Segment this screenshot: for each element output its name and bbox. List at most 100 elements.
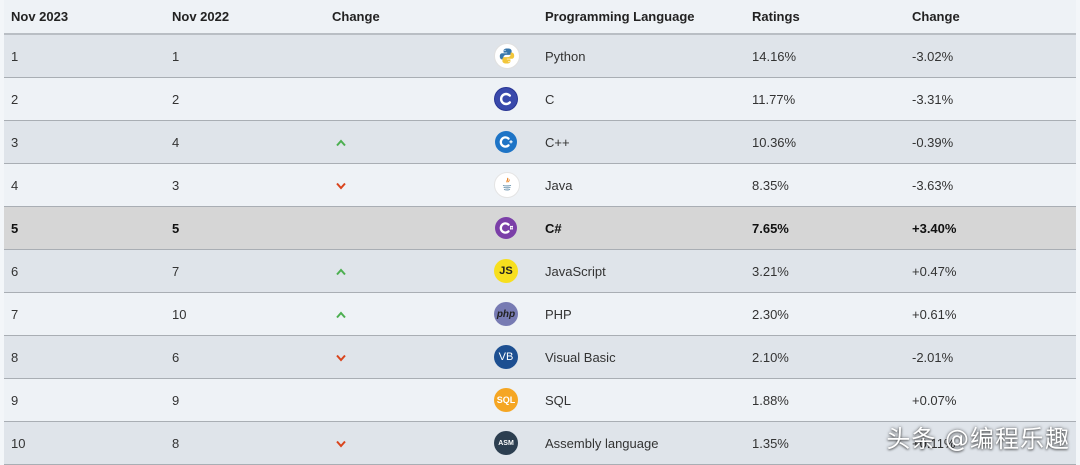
change-value: -3.63% <box>912 177 954 193</box>
rating-value: 1.88% <box>752 392 789 408</box>
logo-cell <box>485 172 545 198</box>
table-row: 3 4 C++ 10.36% -0.39% <box>4 121 1076 164</box>
header-language[interactable]: Programming Language <box>545 9 695 24</box>
table-row: 2 2 C 11.77% -3.31% <box>4 78 1076 121</box>
change-value: +0.07% <box>912 392 957 408</box>
logo-cell <box>485 43 545 69</box>
rank-2023: 7 <box>11 306 19 322</box>
rank-2023: 10 <box>11 435 26 451</box>
language-name[interactable]: PHP <box>545 306 572 322</box>
tiobe-ranking-table: Nov 2023 Nov 2022 Change Programming Lan… <box>4 0 1076 465</box>
rank-2022: 7 <box>172 263 180 279</box>
rating-value: 10.36% <box>752 134 797 150</box>
header-change-percent[interactable]: Change <box>912 9 960 24</box>
rank-2022: 8 <box>172 435 180 451</box>
trend-cell <box>325 135 485 150</box>
logo-cell <box>485 216 545 240</box>
header-nov-2022[interactable]: Nov 2022 <box>172 9 230 24</box>
header-ratings[interactable]: Ratings <box>752 9 800 24</box>
language-name[interactable]: C++ <box>545 134 570 150</box>
language-name[interactable]: SQL <box>545 392 572 408</box>
rank-2023: 9 <box>11 392 19 408</box>
csharp-logo-icon <box>494 216 518 240</box>
header-change[interactable]: Change <box>332 9 380 24</box>
table-row: 8 6 VB Visual Basic 2.10% -2.01% <box>4 336 1076 379</box>
trend-down-icon <box>336 440 346 448</box>
language-name[interactable]: JavaScript <box>545 263 606 279</box>
rank-2023: 5 <box>11 220 19 236</box>
rating-value: 2.30% <box>752 306 789 322</box>
watermark-text: 头条 @编程乐趣 <box>886 425 1070 453</box>
rating-value: 7.65% <box>752 220 789 236</box>
language-name[interactable]: C# <box>545 220 562 236</box>
table-row: 9 9 SQL SQL 1.88% +0.07% <box>4 379 1076 422</box>
rating-value: 1.35% <box>752 435 789 451</box>
rank-2023: 2 <box>11 91 19 107</box>
logo-cell: php <box>485 302 545 326</box>
change-value: +0.47% <box>912 263 957 279</box>
table-row-highlighted: 5 5 C# 7.65% +3.40% <box>4 207 1076 250</box>
trend-cell <box>325 307 485 322</box>
rank-2023: 6 <box>11 263 19 279</box>
table-header: Nov 2023 Nov 2022 Change Programming Lan… <box>4 0 1076 35</box>
logo-cell: VB <box>485 345 545 369</box>
change-value: -0.39% <box>912 134 954 150</box>
c-logo-icon <box>494 87 518 111</box>
logo-cell: JS <box>485 259 545 283</box>
visual-basic-logo-text: VB <box>498 351 514 363</box>
java-logo-icon <box>494 172 520 198</box>
rank-2023: 8 <box>11 349 19 365</box>
visual-basic-logo-icon: VB <box>494 345 518 369</box>
language-name[interactable]: Python <box>545 48 586 64</box>
rank-2022: 4 <box>172 134 180 150</box>
table-row: 7 10 php PHP 2.30% +0.61% <box>4 293 1076 336</box>
trend-up-icon <box>336 138 346 146</box>
logo-cell: SQL <box>485 388 545 412</box>
rank-2023: 3 <box>11 134 19 150</box>
javascript-logo-text: JS <box>499 265 513 277</box>
language-name[interactable]: Assembly language <box>545 435 659 451</box>
trend-up-icon <box>336 310 346 318</box>
rank-2022: 3 <box>172 177 180 193</box>
change-value: +3.40% <box>912 220 957 236</box>
language-name[interactable]: C <box>545 91 555 107</box>
trend-up-icon <box>336 267 346 275</box>
logo-cell: ASM <box>485 431 545 455</box>
trend-down-icon <box>336 354 346 362</box>
header-nov-2023[interactable]: Nov 2023 <box>11 9 69 24</box>
assembly-logo-icon: ASM <box>494 431 518 455</box>
trend-cell <box>325 264 485 279</box>
javascript-logo-icon: JS <box>494 259 518 283</box>
logo-cell <box>485 130 545 154</box>
rank-2022: 1 <box>172 48 180 64</box>
rank-2023: 1 <box>11 48 19 64</box>
change-value: -2.01% <box>912 349 954 365</box>
trend-cell <box>325 178 485 193</box>
table-row: 6 7 JS JavaScript 3.21% +0.47% <box>4 250 1076 293</box>
rank-2022: 5 <box>172 220 180 236</box>
rating-value: 11.77% <box>752 91 796 107</box>
php-logo-text: php <box>496 308 516 320</box>
rating-value: 8.35% <box>752 177 789 193</box>
language-name[interactable]: Java <box>545 177 573 193</box>
language-name[interactable]: Visual Basic <box>545 349 616 365</box>
logo-cell <box>485 87 545 111</box>
cpp-logo-icon <box>494 130 518 154</box>
rating-value: 14.16% <box>752 48 797 64</box>
trend-down-icon <box>336 182 346 190</box>
trend-cell <box>325 350 485 365</box>
python-logo-icon <box>494 43 520 69</box>
php-logo-icon: php <box>494 302 518 326</box>
rank-2022: 10 <box>172 306 187 322</box>
rank-2023: 4 <box>11 177 19 193</box>
table-row: 10 8 ASM Assembly language 1.35% +0.11% <box>4 422 1076 465</box>
change-value: -3.31% <box>912 91 954 107</box>
rank-2022: 9 <box>172 392 180 408</box>
change-value: +0.61% <box>912 306 957 322</box>
sql-logo-text: SQL <box>496 395 516 405</box>
change-value: +0.11% <box>912 435 956 451</box>
change-value: -3.02% <box>912 48 954 64</box>
sql-logo-icon: SQL <box>494 388 518 412</box>
trend-cell <box>325 436 485 451</box>
assembly-logo-text: ASM <box>498 439 514 447</box>
